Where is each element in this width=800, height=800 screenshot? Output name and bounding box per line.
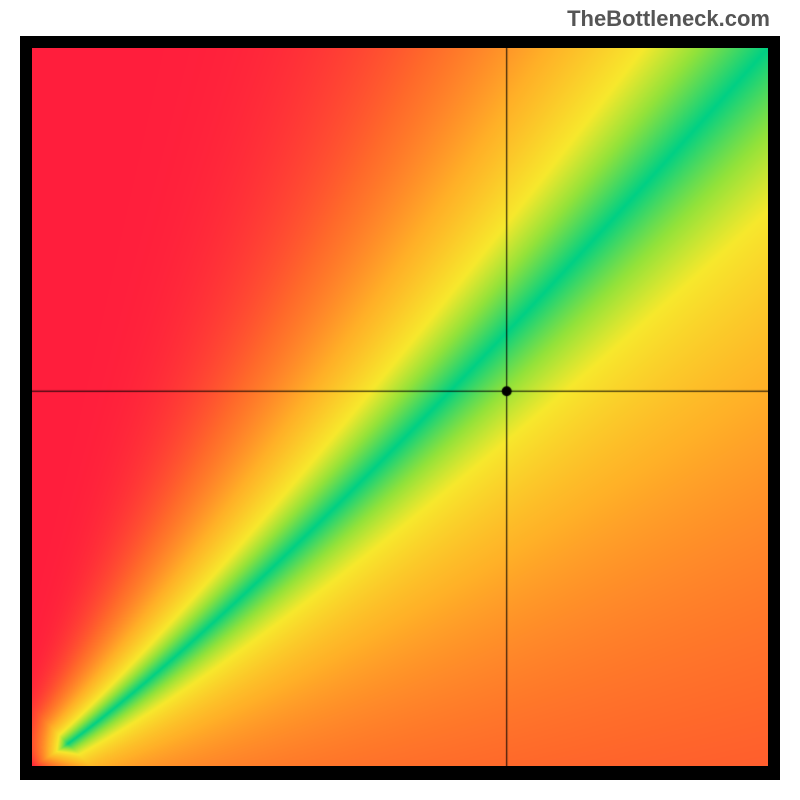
chart-container: TheBottleneck.com <box>0 0 800 800</box>
heatmap-canvas <box>32 48 768 766</box>
watermark-text: TheBottleneck.com <box>567 6 770 32</box>
